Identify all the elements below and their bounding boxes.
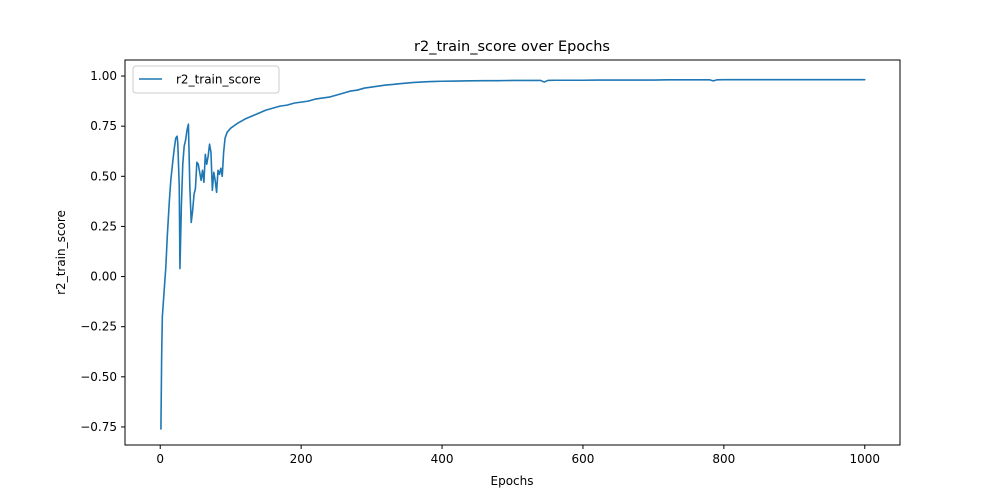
y-tick-label: 0.75 xyxy=(90,119,117,133)
plot-content xyxy=(160,78,866,430)
series-line-r2-train-score xyxy=(160,78,866,430)
legend: r2_train_score xyxy=(132,65,280,94)
y-tick-label: 0.25 xyxy=(90,219,117,233)
y-axis-label: r2_train_score xyxy=(54,210,68,295)
x-axis-label: Epochs xyxy=(491,474,534,488)
y-tick-label: 0.50 xyxy=(90,169,117,183)
y-axis-ticks: −0.75 −0.50 −0.25 0.00 0.25 0.50 0.75 1.00 xyxy=(80,69,125,434)
plot-frame xyxy=(124,59,901,446)
y-tick-label: −0.75 xyxy=(80,420,117,434)
x-tick-label: 1000 xyxy=(849,452,880,466)
x-axis-ticks: 0 200 400 600 800 1000 xyxy=(156,445,880,466)
x-tick-label: 0 xyxy=(156,452,164,466)
x-tick-label: 200 xyxy=(290,452,313,466)
x-tick-label: 800 xyxy=(712,452,735,466)
y-tick-label: −0.50 xyxy=(80,370,117,384)
y-tick-label: 1.00 xyxy=(90,69,117,83)
chart-title: r2_train_score over Epochs xyxy=(414,39,610,55)
x-tick-label: 400 xyxy=(431,452,454,466)
x-tick-label: 600 xyxy=(572,452,595,466)
legend-entry-r2-train-score: r2_train_score xyxy=(176,73,261,87)
legend-box xyxy=(132,65,280,94)
y-tick-label: 0.00 xyxy=(90,270,117,284)
y-tick-label: −0.25 xyxy=(80,320,117,334)
